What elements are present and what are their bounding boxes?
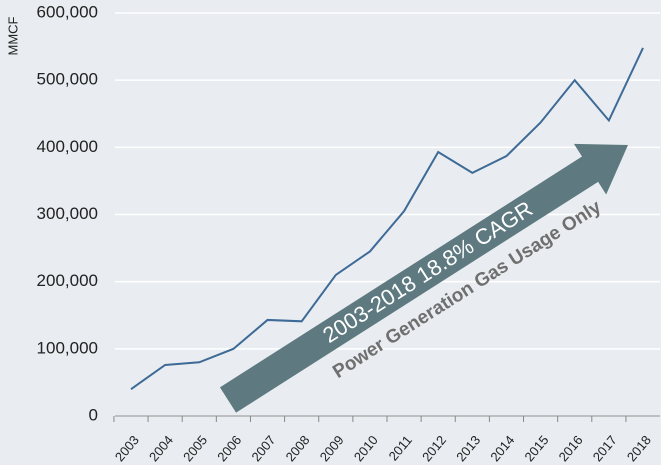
- y-tick-label: 0: [89, 405, 98, 424]
- line-series: [130, 47, 644, 390]
- arrow: [219, 143, 629, 413]
- y-tick-label: 300,000: [37, 204, 98, 223]
- y-tick-label: 100,000: [37, 338, 98, 357]
- y-tick-label: 200,000: [37, 271, 98, 290]
- y-tick-label: 600,000: [37, 2, 98, 21]
- y-tick-label: 500,000: [37, 70, 98, 89]
- y-tick-label: 400,000: [37, 137, 98, 156]
- y-axis-label: MMCF: [5, 16, 20, 55]
